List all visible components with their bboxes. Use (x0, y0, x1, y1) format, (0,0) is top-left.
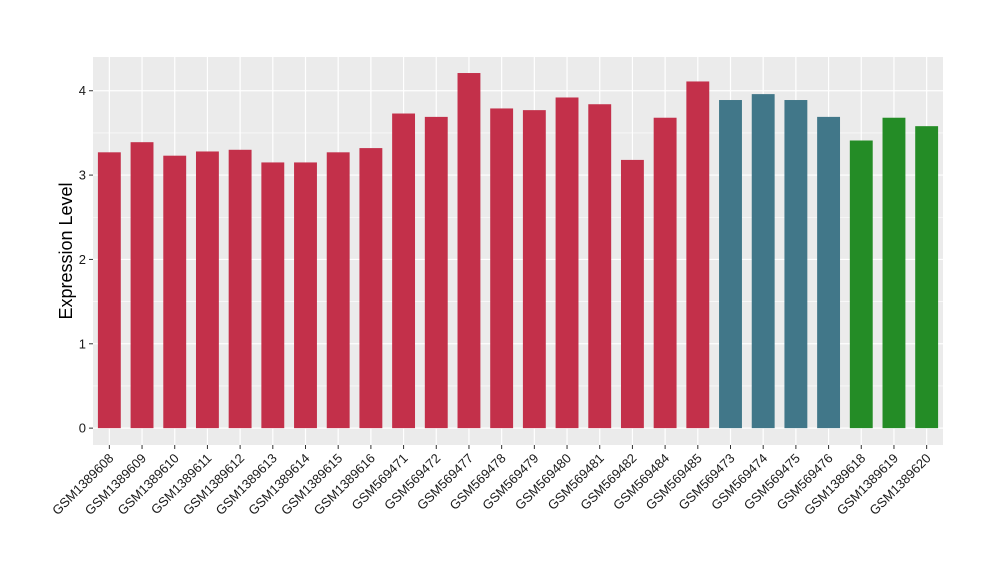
bar-gsm1389618 (849, 140, 873, 429)
plot-panel (93, 57, 943, 445)
bar-gsm1389609 (130, 142, 154, 429)
x-axis: GSM1389608GSM1389609GSM1389610GSM1389611… (49, 445, 934, 518)
bars-group (97, 73, 939, 429)
bar-gsm569477 (457, 73, 481, 429)
bar-gsm1389608 (97, 152, 121, 429)
bar-gsm1389612 (228, 149, 252, 429)
bar-gsm569485 (686, 81, 710, 429)
bar-gsm569480 (555, 97, 579, 429)
y-tick-label: 2 (79, 252, 86, 267)
bar-gsm569478 (490, 108, 514, 429)
bar-gsm1389610 (163, 155, 187, 429)
bar-gsm1389614 (294, 162, 317, 429)
bar-gsm569473 (719, 100, 742, 429)
bar-gsm569476 (817, 116, 841, 429)
bar-gsm1389616 (359, 148, 383, 429)
bar-gsm569475 (784, 100, 808, 429)
y-tick-label: 4 (79, 83, 86, 98)
bar-gsm1389611 (195, 151, 219, 429)
y-axis: 0 1 2 3 4 (79, 83, 93, 436)
bar-gsm1389620 (915, 126, 939, 429)
bar-gsm569474 (751, 94, 775, 429)
y-tick-label: 0 (79, 421, 86, 436)
bar-gsm569484 (653, 117, 677, 429)
bar-gsm569479 (522, 110, 546, 429)
y-axis-title: Expression Level (56, 182, 76, 319)
y-tick-label: 3 (79, 168, 86, 183)
y-tick-label: 1 (79, 336, 86, 351)
bar-gsm1389613 (261, 162, 285, 429)
bar-gsm569471 (392, 113, 416, 429)
bar-gsm1389619 (882, 117, 906, 429)
bar-gsm569481 (588, 104, 612, 429)
bar-gsm569482 (620, 159, 644, 429)
bar-gsm569472 (424, 116, 448, 429)
bar-gsm1389615 (326, 152, 350, 429)
